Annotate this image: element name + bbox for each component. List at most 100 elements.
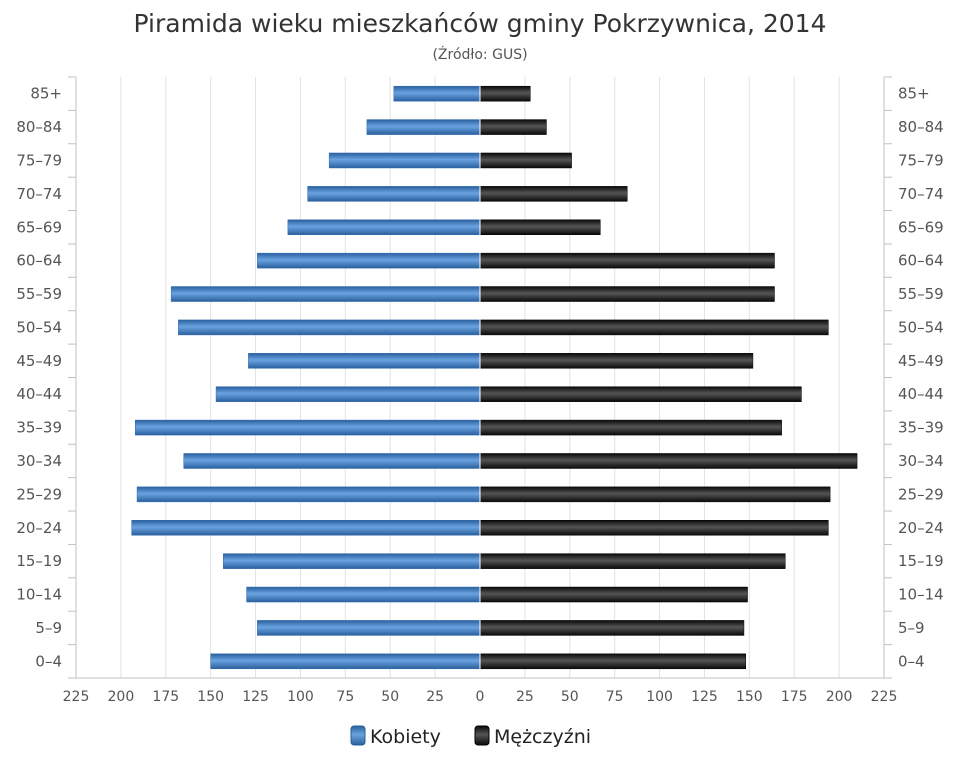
- category-label-left: 40–44: [16, 385, 62, 403]
- category-label-right: 60–64: [898, 252, 944, 270]
- x-tick-label: 175: [152, 689, 179, 705]
- category-label-right: 45–49: [898, 352, 944, 370]
- bar-mezczyzni[interactable]: [479, 186, 628, 202]
- bar-mezczyzni[interactable]: [479, 119, 547, 135]
- x-tick-label: 25: [516, 689, 534, 705]
- legend: Kobiety Mężczyźni: [350, 725, 591, 748]
- category-label-right: 80–84: [898, 118, 944, 136]
- bar-kobiety[interactable]: [215, 386, 481, 402]
- bar-kobiety[interactable]: [136, 486, 481, 503]
- category-label-left: 45–49: [16, 352, 62, 370]
- category-label-right: 25–29: [898, 485, 944, 503]
- legend-swatch-mezczyzni: [474, 725, 490, 746]
- bar-mezczyzni[interactable]: [479, 252, 775, 269]
- bar-mezczyzni[interactable]: [479, 319, 829, 336]
- x-tick-label: 200: [108, 689, 135, 705]
- chart-title: Piramida wieku mieszkańców gminy Pokrzyw…: [134, 9, 827, 38]
- category-label-left: 0–4: [35, 652, 62, 670]
- x-tick-label: 125: [691, 689, 718, 705]
- bar-mezczyzni[interactable]: [479, 486, 831, 503]
- bar-kobiety[interactable]: [366, 119, 481, 135]
- category-label-left: 35–39: [16, 419, 62, 437]
- x-tick-label: 225: [871, 689, 898, 705]
- bar-kobiety[interactable]: [170, 286, 481, 302]
- legend-item-kobiety[interactable]: Kobiety: [350, 725, 441, 748]
- bar-kobiety[interactable]: [287, 219, 481, 235]
- category-label-right: 70–74: [898, 185, 944, 203]
- bar-kobiety[interactable]: [248, 353, 481, 369]
- bar-mezczyzni[interactable]: [479, 353, 754, 369]
- bar-mezczyzni[interactable]: [479, 453, 858, 469]
- bar-mezczyzni[interactable]: [479, 653, 746, 670]
- category-label-left: 20–24: [16, 519, 62, 537]
- bar-kobiety[interactable]: [257, 620, 481, 636]
- category-label-left: 60–64: [16, 252, 62, 270]
- category-label-right: 40–44: [898, 385, 944, 403]
- x-tick-label: 150: [736, 689, 763, 705]
- x-tick-labels: 225 200 175 150 125 100 75 50 25 0 25 50 75 100 125 150…: [63, 689, 898, 705]
- x-tick-label: 50: [381, 689, 399, 705]
- category-label-right: 5–9: [898, 619, 925, 637]
- category-label-left: 50–54: [16, 318, 62, 336]
- bars: [131, 77, 858, 678]
- legend-label-kobiety: Kobiety: [370, 726, 441, 748]
- bar-mezczyzni[interactable]: [479, 553, 786, 569]
- category-label-left: 5–9: [35, 619, 62, 637]
- bar-kobiety[interactable]: [307, 186, 481, 202]
- x-tick-label: 100: [287, 689, 314, 705]
- bar-mezczyzni[interactable]: [479, 419, 782, 436]
- category-label-left: 25–29: [16, 485, 62, 503]
- x-tick-label: 50: [561, 689, 579, 705]
- category-label-right: 50–54: [898, 318, 944, 336]
- bar-mezczyzni[interactable]: [479, 219, 601, 235]
- category-label-right: 15–19: [898, 552, 944, 570]
- bar-kobiety[interactable]: [178, 319, 481, 336]
- bar-kobiety[interactable]: [257, 252, 481, 269]
- category-label-left: 30–34: [16, 452, 62, 470]
- bar-kobiety[interactable]: [222, 553, 481, 569]
- bar-mezczyzni[interactable]: [479, 620, 745, 636]
- bar-kobiety[interactable]: [183, 453, 481, 469]
- legend-label-mezczyzni: Mężczyźni: [494, 726, 591, 748]
- bar-kobiety[interactable]: [135, 419, 481, 436]
- category-label-left: 65–69: [16, 218, 62, 236]
- bar-kobiety[interactable]: [393, 85, 481, 102]
- x-tick-label: 175: [781, 689, 808, 705]
- category-labels-left: 0–4 5–9 10–14 15–19 20–24 25–29 30–34 35–39 40–4…: [16, 85, 62, 671]
- category-label-left: 55–59: [16, 285, 62, 303]
- bar-kobiety[interactable]: [246, 586, 481, 603]
- category-label-right: 35–39: [898, 419, 944, 437]
- category-label-left: 80–84: [16, 118, 62, 136]
- category-label-left: 15–19: [16, 552, 62, 570]
- x-tick-label: 200: [826, 689, 853, 705]
- category-label-right: 65–69: [898, 218, 944, 236]
- x-tick-label: 125: [242, 689, 269, 705]
- bar-mezczyzni[interactable]: [479, 386, 802, 402]
- legend-swatch-kobiety: [350, 725, 366, 746]
- bar-mezczyzni[interactable]: [479, 520, 829, 536]
- bar-mezczyzni[interactable]: [479, 286, 775, 302]
- bar-kobiety[interactable]: [131, 520, 481, 536]
- x-tick-label: 75: [606, 689, 624, 705]
- bar-mezczyzni[interactable]: [479, 586, 748, 603]
- category-label-right: 0–4: [898, 652, 925, 670]
- x-tick-label: 0: [476, 689, 485, 705]
- x-tick-label: 100: [646, 689, 673, 705]
- x-tick-label: 150: [197, 689, 224, 705]
- category-label-left: 75–79: [16, 151, 62, 169]
- chart-subtitle: (Źródło: GUS): [432, 45, 527, 63]
- bar-mezczyzni[interactable]: [479, 152, 572, 169]
- bar-mezczyzni[interactable]: [479, 85, 531, 102]
- category-label-right: 20–24: [898, 519, 944, 537]
- category-label-right: 30–34: [898, 452, 944, 470]
- bar-kobiety[interactable]: [328, 152, 481, 169]
- bar-kobiety[interactable]: [210, 653, 481, 670]
- legend-item-mezczyzni[interactable]: Mężczyźni: [474, 725, 591, 748]
- x-tick-label: 225: [63, 689, 90, 705]
- category-label-right: 10–14: [898, 586, 944, 604]
- category-label-right: 85+: [898, 85, 930, 103]
- x-tick-label: 75: [336, 689, 354, 705]
- gridlines: [75, 77, 885, 678]
- category-labels-right: 0–4 5–9 10–14 15–19 20–24 25–29 30–34 35–39 40–4…: [898, 85, 944, 671]
